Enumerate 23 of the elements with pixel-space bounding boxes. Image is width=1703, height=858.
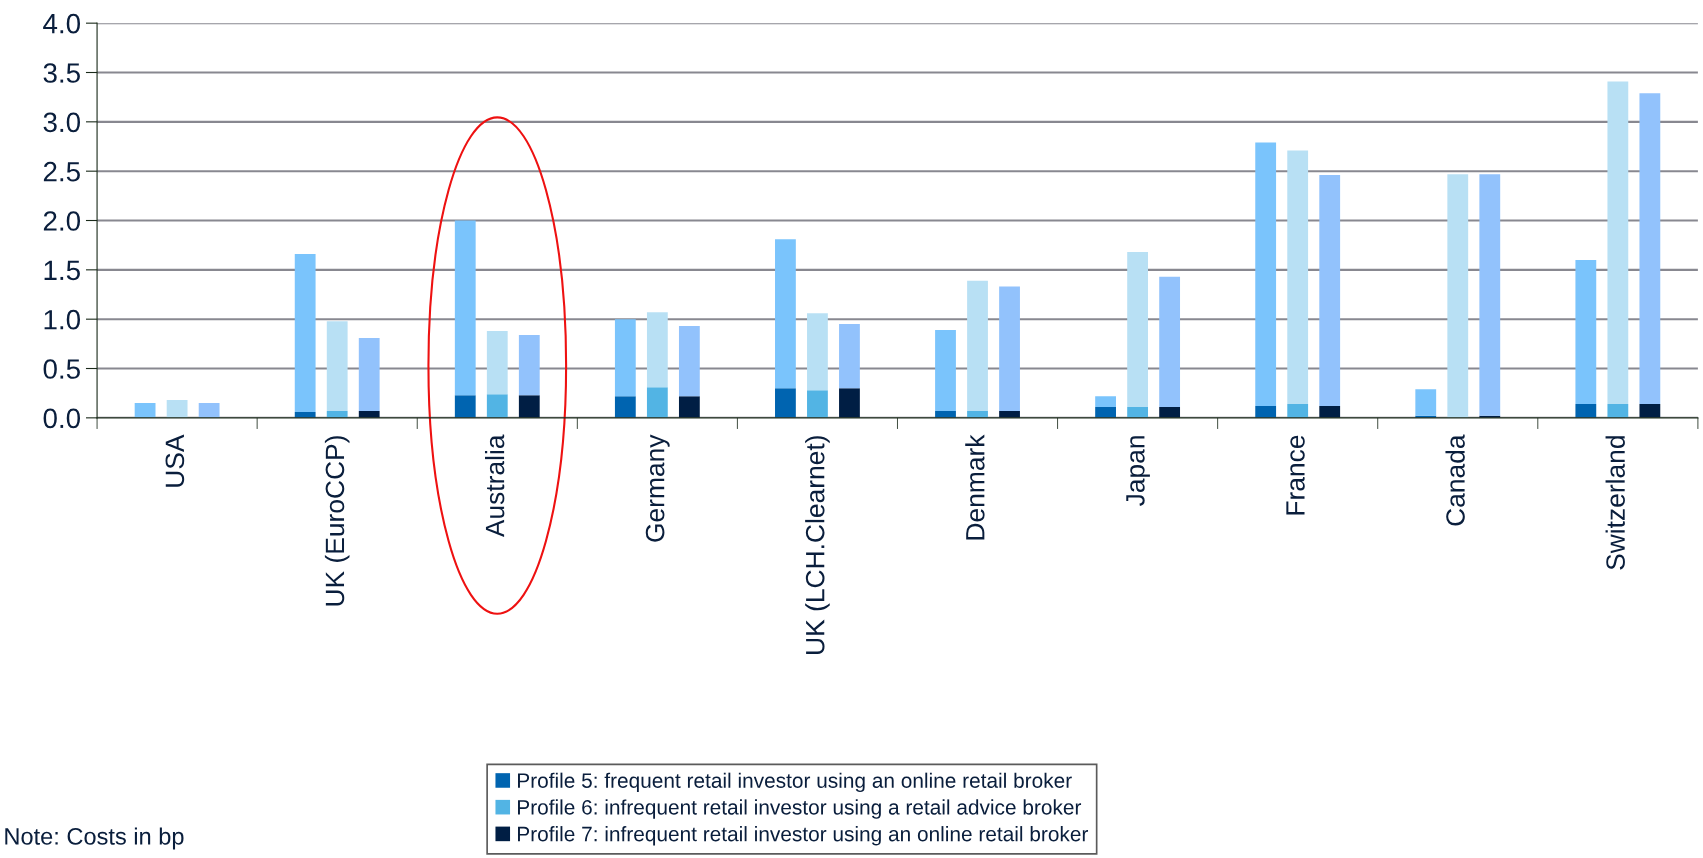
y-tick-label: 4.0: [43, 13, 81, 34]
x-tick-label: UK (LCH.Clearnet): [805, 436, 830, 654]
x-tick-label: Denmark: [965, 434, 985, 540]
y-tick-label: 2.5: [43, 161, 80, 182]
y-tick-label: 0.0: [43, 408, 81, 429]
legend-label: Profile 5: frequent retail investor using an online retail broker: [518, 772, 1072, 793]
x-tick-label: UK (EuroCCP): [324, 436, 350, 606]
legend-label: Profile 6: infrequent retail investor using a retail advice broker: [518, 799, 1082, 819]
x-tick-label: Australia: [484, 434, 505, 538]
x-tick-label: Switzerland: [1605, 436, 1625, 570]
y-tick-label: 0.5: [43, 359, 80, 379]
y-tick-label: 1.0: [44, 309, 81, 330]
y-tick-label: 3.0: [43, 112, 81, 133]
y-tick-label: 2.0: [43, 211, 81, 231]
y-tick-label: 3.5: [43, 63, 80, 83]
x-tick-label: France: [1286, 435, 1305, 515]
legend-label: Profile 7: infrequent retail investor using an online retail broker: [518, 826, 1089, 846]
x-tick-label: Japan: [1126, 436, 1150, 506]
y-tick-label: 1.5: [44, 260, 80, 281]
x-tick-label: Canada: [1445, 434, 1465, 526]
x-tick-label: USA: [165, 434, 185, 487]
text: Note: Costs in bp: [5, 827, 184, 850]
x-tick-label: Germany: [645, 434, 670, 542]
